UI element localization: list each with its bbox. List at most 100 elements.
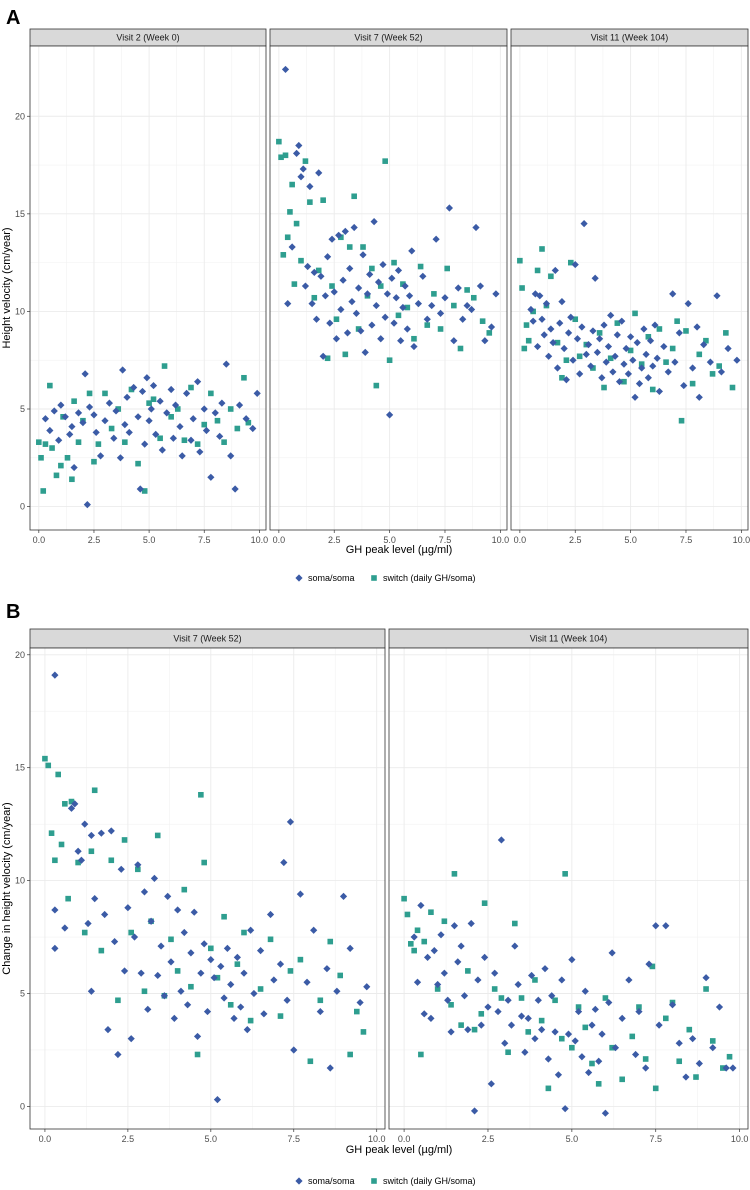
data-point	[323, 965, 331, 973]
data-point	[431, 291, 437, 297]
legend-label: soma/soma	[308, 573, 355, 583]
data-point	[531, 290, 539, 298]
data-point	[532, 977, 538, 983]
data-point	[487, 323, 496, 331]
data-point	[428, 909, 434, 916]
data-point	[121, 837, 128, 843]
y-axis-title: Height velocity (cm/year)	[1, 227, 13, 348]
data-point	[408, 247, 416, 255]
data-point	[352, 309, 360, 317]
data-point	[401, 282, 409, 290]
data-point	[652, 1085, 659, 1092]
data-point	[170, 1014, 178, 1022]
x-tick-label: 10.0	[733, 535, 750, 545]
data-point	[420, 1010, 428, 1018]
data-point	[307, 199, 313, 205]
data-point	[290, 1046, 298, 1054]
data-point	[116, 454, 125, 462]
data-point	[355, 326, 362, 332]
data-point	[208, 390, 214, 397]
legend-label: soma/soma	[308, 1176, 355, 1186]
data-point	[174, 906, 182, 914]
data-point	[135, 866, 141, 873]
data-point	[571, 1037, 579, 1045]
data-point	[308, 300, 316, 308]
data-point	[107, 827, 115, 835]
data-point	[51, 671, 59, 679]
data-point	[601, 384, 607, 391]
data-point	[333, 987, 341, 995]
data-point	[388, 274, 396, 282]
data-point	[578, 323, 586, 331]
data-point	[410, 933, 418, 941]
data-point	[534, 996, 542, 1004]
x-tick-label: 5.0	[205, 1134, 218, 1144]
data-point	[505, 1049, 511, 1056]
data-point	[91, 458, 97, 465]
data-point	[562, 376, 570, 384]
data-point	[636, 1004, 642, 1010]
plot-border	[29, 45, 267, 531]
data-point	[157, 435, 163, 442]
data-point	[568, 956, 576, 964]
y-tick-label: 0	[20, 502, 25, 512]
data-point	[42, 441, 49, 447]
data-point	[152, 430, 160, 438]
data-point	[632, 1050, 640, 1059]
data-point	[540, 331, 548, 339]
data-point	[163, 409, 171, 417]
data-point	[249, 424, 257, 433]
data-point	[471, 1026, 478, 1033]
data-point	[602, 995, 609, 1001]
facet-1: Visit 2 (Week 0) 0.0 2.5 5.0 7.5 10.0	[29, 28, 268, 545]
legend-label: switch (daily GH/soma)	[383, 573, 476, 583]
data-point	[74, 847, 82, 855]
data-point	[693, 1074, 699, 1080]
data-point	[569, 1044, 575, 1051]
data-point	[561, 1105, 569, 1113]
data-point	[373, 382, 380, 389]
data-point	[134, 861, 142, 869]
plot-background	[511, 46, 748, 530]
data-point	[161, 363, 168, 369]
data-point	[514, 980, 522, 989]
data-point	[343, 329, 352, 337]
data-point	[168, 936, 174, 943]
data-point	[234, 961, 241, 967]
data-point	[112, 407, 120, 415]
data-point	[642, 1056, 649, 1062]
data-point	[703, 986, 709, 992]
data-point	[267, 936, 274, 943]
data-point	[51, 944, 59, 952]
data-point	[95, 441, 102, 447]
data-point	[98, 947, 105, 954]
facet-3: Visit 11 (Week 104) 0.0 2.5 5.0 7.5 10.0	[510, 28, 750, 545]
data-point	[627, 333, 635, 341]
x-tick-label: 7.5	[288, 1134, 301, 1144]
plot-border	[269, 45, 508, 531]
data-point	[250, 989, 258, 998]
data-point	[386, 357, 393, 364]
data-point	[703, 337, 709, 344]
data-point	[187, 949, 195, 957]
data-point	[538, 1026, 546, 1034]
data-point	[437, 931, 445, 939]
data-point	[145, 417, 153, 425]
facet-strip-label: Visit 11 (Week 104)	[530, 634, 608, 644]
data-point	[337, 972, 344, 979]
data-point	[296, 890, 304, 898]
data-point	[49, 445, 55, 451]
data-point	[578, 1053, 586, 1061]
data-point	[394, 266, 403, 275]
data-point	[227, 452, 235, 460]
data-point	[684, 300, 692, 308]
data-point	[417, 901, 425, 910]
data-point	[280, 252, 287, 258]
y-tick-label: 15	[15, 209, 25, 219]
data-point	[702, 974, 710, 982]
data-point	[450, 337, 458, 345]
data-point	[292, 149, 301, 157]
x-tick-label: 10.0	[368, 1134, 386, 1144]
plot-background	[389, 648, 748, 1129]
data-point	[486, 330, 493, 336]
